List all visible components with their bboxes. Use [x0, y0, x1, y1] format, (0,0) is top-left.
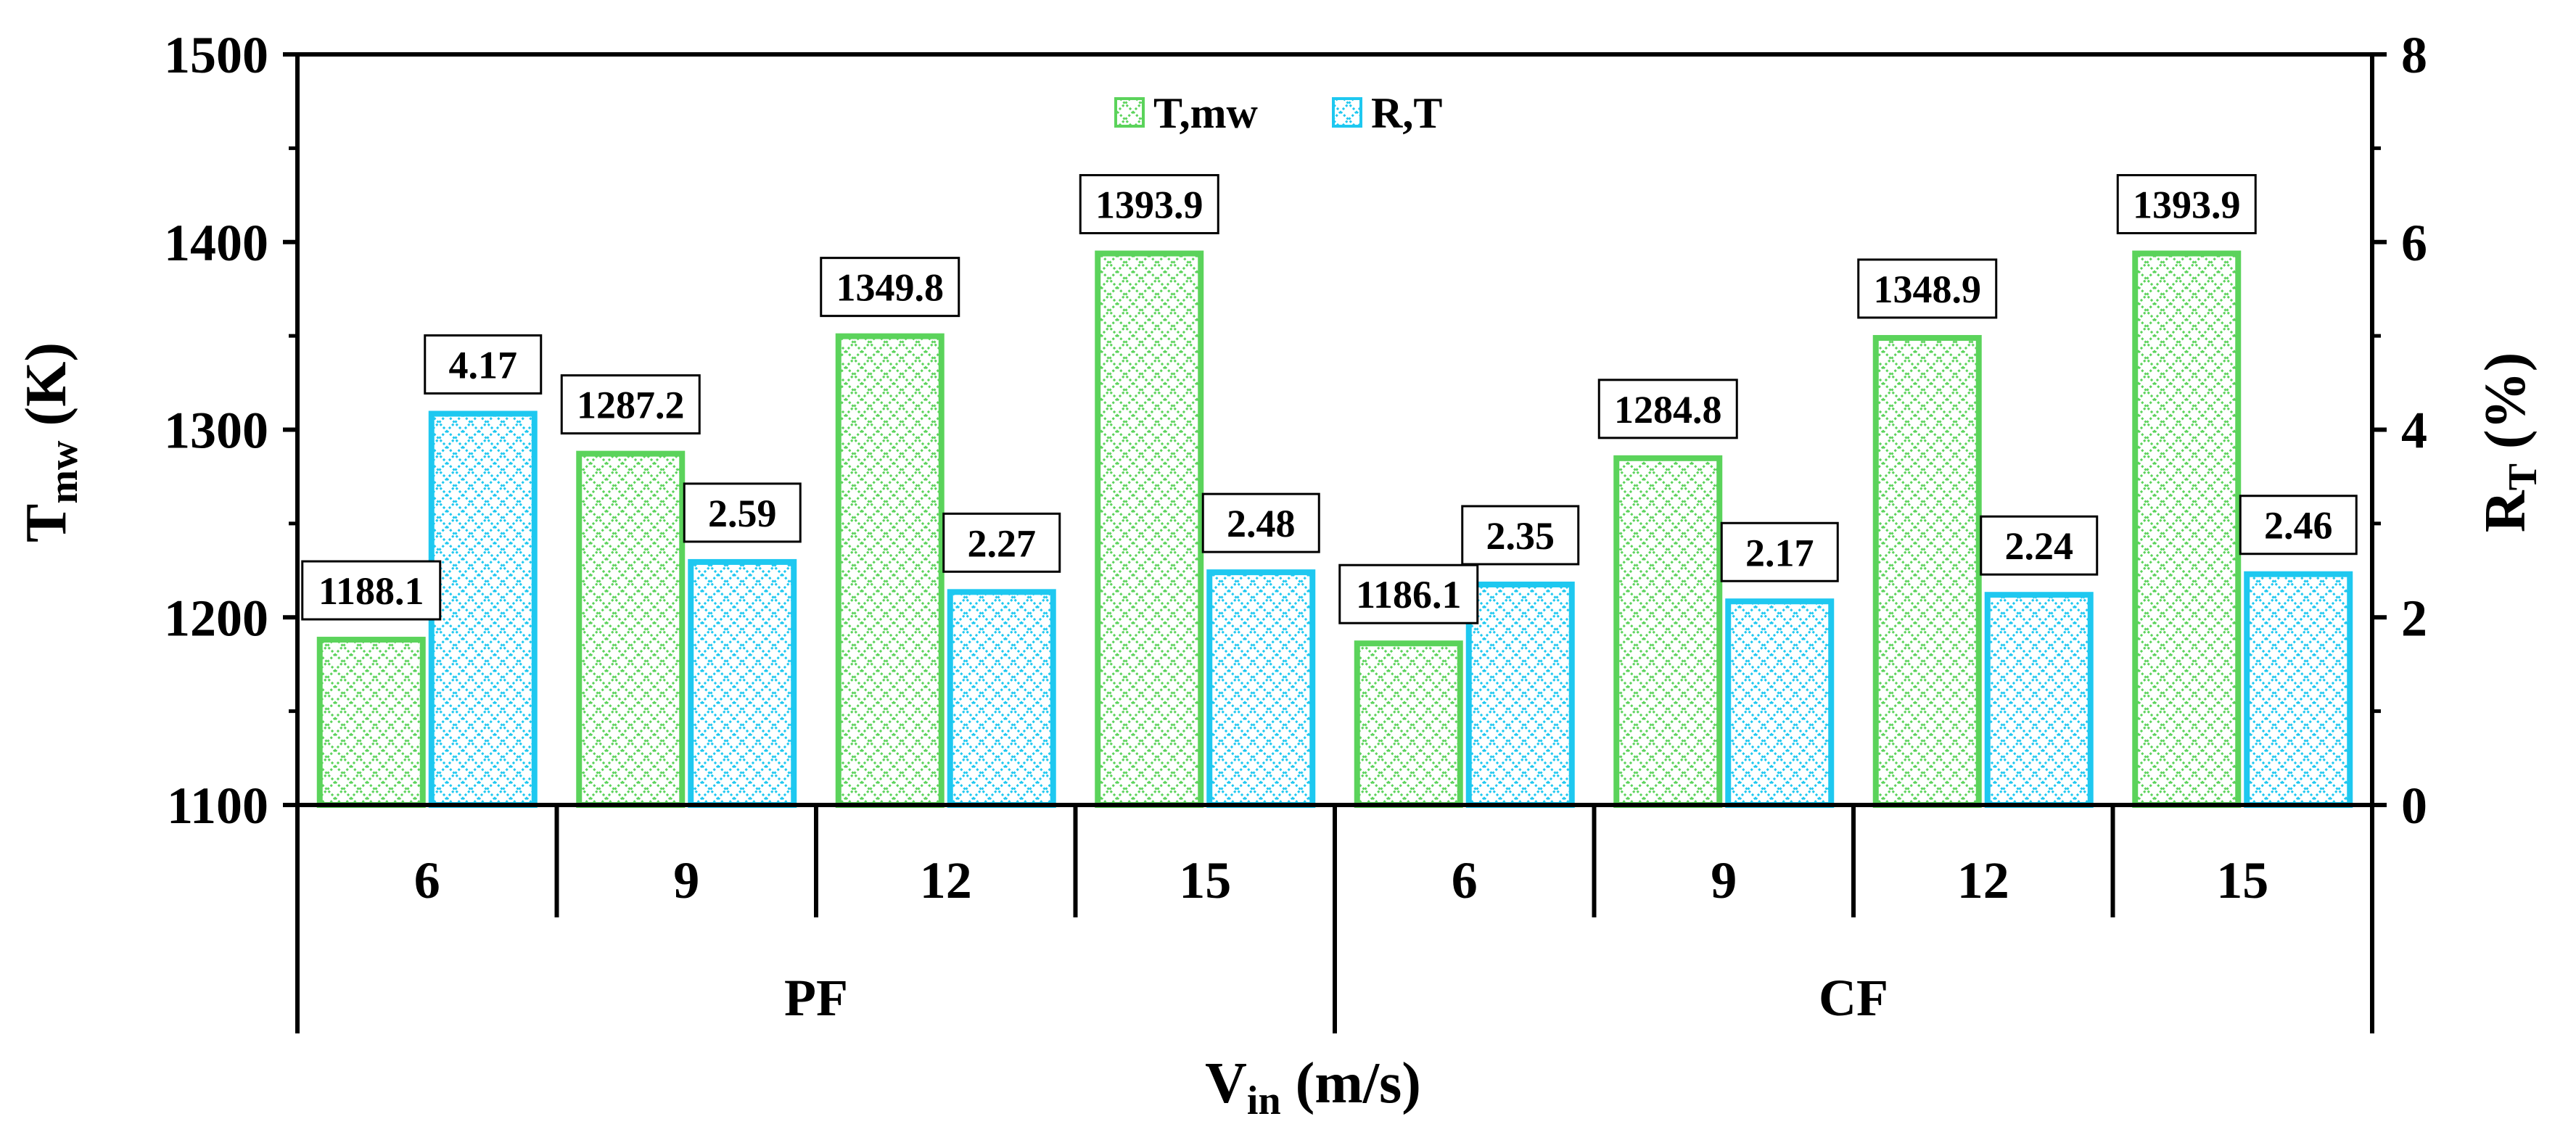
bar-rt-6: [1984, 592, 2094, 808]
x-category-label: 9: [1711, 851, 1737, 909]
data-label-rt-2: 2.27: [942, 512, 1061, 573]
x-category-label: 15: [1179, 851, 1231, 909]
data-labels-layer: 1188.1 1287.2 1349.8 1393.9 1186.1 1284.8 1348…: [301, 174, 2358, 624]
data-label-rt-3: 2.48: [1201, 492, 1320, 553]
data-label-rt-0: 4.17: [424, 334, 543, 395]
y-right-tick-label: 8: [2401, 26, 2427, 84]
data-label-text: 1188.1: [318, 569, 424, 613]
y-left-tick-label: 1100: [167, 777, 268, 835]
data-label-box: [820, 257, 960, 318]
data-label-text: 2.17: [1745, 531, 1814, 574]
x-category-label: 12: [1957, 851, 2009, 909]
data-label-text: 2.27: [968, 521, 1037, 565]
data-label-box: [1980, 515, 2099, 576]
data-label-tmw-5: 1284.8: [1597, 379, 1738, 439]
data-label-box: [2239, 495, 2358, 556]
bar-tmw-5: [1613, 455, 1723, 809]
legend-swatch-rt: [1332, 97, 1362, 128]
y-left-tick-label: 1300: [164, 402, 268, 460]
data-label-text: 1393.9: [1095, 183, 1203, 227]
bar-rt-3: [1206, 569, 1316, 809]
data-label-tmw-4: 1186.1: [1338, 563, 1479, 624]
y-left-tick-label: 1200: [164, 589, 268, 647]
bar-rt-0: [428, 410, 538, 808]
x-category-label: 12: [920, 851, 972, 909]
x-category-label: 15: [2216, 851, 2268, 909]
data-label-rt-1: 2.59: [683, 482, 802, 543]
y-right-tick-label: 6: [2401, 214, 2427, 272]
bar-tmw-0: [316, 637, 426, 809]
x-group-label: PF: [784, 969, 848, 1027]
data-label-tmw-2: 1349.8: [820, 257, 960, 318]
data-label-rt-7: 2.46: [2239, 495, 2358, 556]
data-label-box: [1079, 174, 1219, 235]
bar-tmw-4: [1354, 640, 1463, 808]
x-category-label: 6: [1452, 851, 1478, 909]
data-label-box: [683, 482, 802, 543]
bars-layer: [316, 250, 2353, 809]
bar-tmw-1: [576, 450, 686, 808]
data-label-tmw-3: 1393.9: [1079, 174, 1219, 235]
data-label-box: [1461, 505, 1580, 566]
y-axis-left-title: Tmw (K): [15, 342, 86, 542]
data-label-text: 2.46: [2264, 504, 2333, 548]
data-label-tmw-0: 1188.1: [301, 560, 442, 621]
data-label-box: [2116, 174, 2257, 235]
bar-tmw-6: [1872, 334, 1982, 808]
legend: T,mw R,T: [1114, 89, 1442, 137]
data-label-text: 1393.9: [2133, 183, 2241, 227]
data-label-tmw-6: 1348.9: [1857, 258, 1998, 319]
x-category-label: 6: [414, 851, 440, 909]
legend-label-rt: R,T: [1371, 89, 1442, 137]
bar-rt-2: [947, 589, 1056, 808]
legend-label-tmw: T,mw: [1153, 89, 1259, 137]
bar-tmw-2: [835, 333, 945, 808]
data-label-text: 4.17: [449, 344, 518, 387]
axes-layer: 1100 1200 1300 1400 1500 0 2 4 6 8 6 9 12 15 6 9 12 15 PF C…: [164, 26, 2427, 1033]
data-label-tmw-1: 1287.2: [560, 374, 701, 435]
data-label-box: [1338, 563, 1479, 624]
data-label-rt-6: 2.24: [1980, 515, 2099, 576]
y-right-tick-label: 0: [2401, 777, 2427, 835]
bar-rt-7: [2244, 571, 2353, 808]
data-label-box: [1201, 492, 1320, 553]
legend-swatch-tmw: [1114, 97, 1145, 128]
data-label-box: [424, 334, 543, 395]
y-right-tick-label: 2: [2401, 589, 2427, 647]
data-label-rt-5: 2.17: [1720, 521, 1839, 582]
bar-rt-1: [688, 558, 797, 808]
data-label-text: 2.59: [708, 492, 777, 535]
y-right-tick-label: 4: [2401, 402, 2427, 460]
bar-tmw-3: [1095, 250, 1204, 808]
data-label-text: 2.48: [1227, 502, 1296, 545]
bar-rt-5: [1725, 598, 1835, 808]
bar-rt-4: [1465, 581, 1575, 808]
x-group-label: CF: [1819, 969, 1888, 1027]
data-label-text: 1284.8: [1614, 388, 1722, 431]
data-label-tmw-7: 1393.9: [2116, 174, 2257, 235]
data-label-box: [1857, 258, 1998, 319]
y-left-tick-label: 1500: [164, 26, 268, 84]
x-category-label: 9: [673, 851, 699, 909]
data-label-box: [942, 512, 1061, 573]
data-label-rt-4: 2.35: [1461, 505, 1580, 566]
data-label-box: [560, 374, 701, 435]
y-left-tick-label: 1400: [164, 214, 268, 272]
data-label-box: [1597, 379, 1738, 439]
data-label-text: 1349.8: [836, 266, 945, 310]
data-label-text: 2.24: [2005, 524, 2074, 568]
data-label-text: 1348.9: [1874, 268, 1982, 311]
data-label-text: 1186.1: [1356, 573, 1462, 616]
data-label-text: 1287.2: [577, 384, 685, 427]
y-axis-right-title: RT (%): [2474, 352, 2546, 532]
data-label-box: [301, 560, 442, 621]
data-label-box: [1720, 521, 1839, 582]
x-axis-title: Vin (m/s): [1205, 1052, 1421, 1123]
bar-tmw-7: [2132, 250, 2242, 808]
data-label-text: 2.35: [1486, 514, 1555, 558]
